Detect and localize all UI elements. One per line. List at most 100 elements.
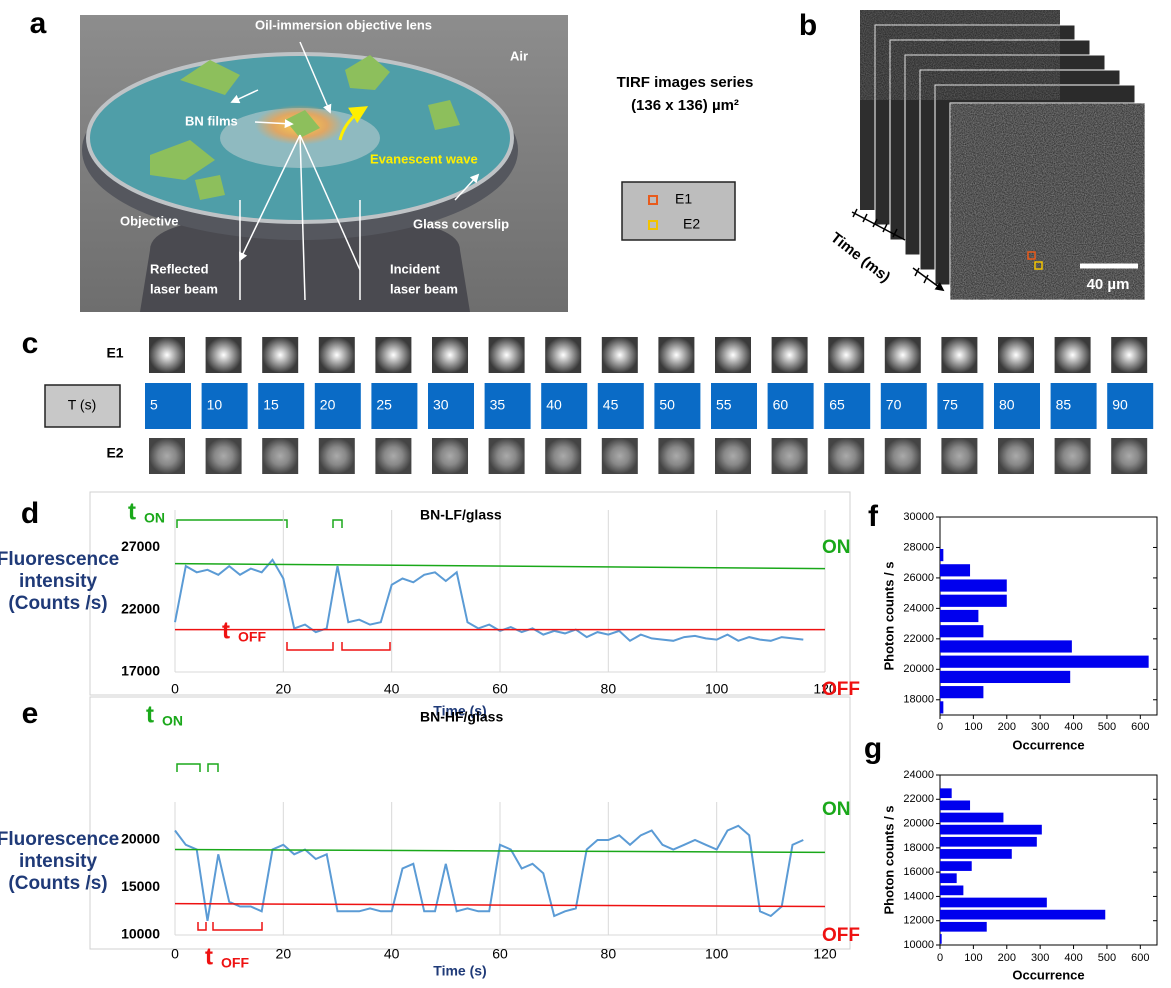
panel-label: a	[30, 7, 47, 40]
annotation: t	[205, 943, 213, 970]
thumbnail	[772, 438, 808, 474]
tirf-title: TIRF images series	[617, 74, 754, 91]
bar	[940, 861, 972, 871]
x-tick-label: 60	[492, 681, 508, 697]
bar	[940, 934, 942, 944]
thumbnail	[828, 337, 864, 373]
y-tick-label: 16000	[903, 866, 934, 878]
time-value: 65	[829, 397, 845, 413]
thumbnail	[1055, 337, 1091, 373]
time-value: 25	[376, 397, 392, 413]
fit-label: ON	[822, 537, 851, 558]
panel-label: b	[799, 9, 817, 42]
time-value: 60	[773, 397, 789, 413]
y-tick-label: 22000	[903, 793, 934, 805]
time-label: T (s)	[68, 397, 97, 413]
bar	[940, 837, 1037, 847]
y-tick-label: 30000	[903, 511, 934, 523]
y-tick-label: 18000	[903, 694, 934, 706]
thumbnail	[489, 337, 525, 373]
bar	[940, 922, 987, 932]
time-value: 10	[207, 397, 223, 413]
thumbnail	[432, 337, 468, 373]
y-tick-label: 20000	[903, 663, 934, 675]
x-tick-label: 300	[1031, 952, 1049, 964]
x-tick-label: 80	[601, 681, 617, 697]
figure: Oil-immersion objective lens Air BN film…	[0, 0, 1171, 988]
thumbnail	[1111, 438, 1147, 474]
thumbnail	[1111, 337, 1147, 373]
fit-label: ON	[822, 799, 851, 820]
x-tick-label: 100	[705, 946, 729, 962]
thumbnail	[885, 438, 921, 474]
bar	[940, 898, 1047, 908]
bar	[940, 671, 1070, 683]
y-axis-title: intensity	[19, 571, 98, 592]
time-value: 40	[546, 397, 562, 413]
lens-label: Oil-immersion objective lens	[255, 17, 432, 32]
thumbnail	[602, 337, 638, 373]
time-value: 75	[942, 397, 958, 413]
y-tick-label: 26000	[903, 572, 934, 584]
y-tick-label: 24000	[903, 602, 934, 614]
annotation-sub: OFF	[238, 629, 266, 645]
x-tick-label: 200	[998, 952, 1016, 964]
wave-label: Evanescent wave	[370, 151, 478, 166]
y-axis-title: Fluorescence	[0, 549, 119, 570]
chart-title: BN-LF/glass	[420, 507, 502, 523]
thumbnail	[658, 438, 694, 474]
chart-frame	[90, 697, 850, 949]
thumbnail	[828, 438, 864, 474]
y-axis-title: Fluorescence	[0, 829, 119, 850]
thumbnail	[715, 337, 751, 373]
y-tick-label: 18000	[903, 842, 934, 854]
thumbnail	[319, 438, 355, 474]
thumbnail	[545, 438, 581, 474]
x-tick-label: 0	[171, 681, 179, 697]
thumbnail	[489, 438, 525, 474]
y-tick-label: 10000	[121, 926, 160, 942]
bar	[940, 813, 1003, 823]
x-tick-label: 100	[964, 952, 982, 964]
x-tick-label: 100	[964, 721, 982, 733]
annotation: t	[128, 498, 136, 525]
time-value: 85	[1056, 397, 1072, 413]
x-tick-label: 80	[601, 946, 617, 962]
x-tick-label: 20	[276, 681, 292, 697]
bar	[940, 610, 978, 622]
time-value: 70	[886, 397, 902, 413]
x-tick-label: 120	[813, 946, 837, 962]
x-tick-label: 500	[1098, 721, 1116, 733]
thumbnail	[941, 438, 977, 474]
thumbnail	[262, 438, 298, 474]
y-axis-title: (Counts /s)	[8, 593, 107, 614]
x-tick-label: 40	[384, 681, 400, 697]
films-label: BN films	[185, 113, 238, 128]
y-tick-label: 28000	[903, 541, 934, 553]
bar	[940, 549, 943, 561]
thumbnail	[319, 337, 355, 373]
thumbnail	[658, 337, 694, 373]
bar	[940, 873, 957, 883]
y-tick-label: 17000	[121, 663, 160, 679]
bar	[940, 686, 983, 698]
data-line	[175, 560, 803, 641]
x-tick-label: 0	[171, 946, 179, 962]
thumbnail	[545, 337, 581, 373]
bar	[940, 625, 983, 637]
y-tick-label: 15000	[121, 878, 160, 894]
reflected-label: laser beam	[150, 281, 218, 296]
time-value: 90	[1112, 397, 1128, 413]
y-tick-label: 20000	[121, 831, 160, 847]
thumbnail	[206, 337, 242, 373]
legend-label: E1	[675, 191, 692, 207]
y-tick-label: 20000	[903, 817, 934, 829]
bar	[940, 788, 952, 798]
y-tick-label: 22000	[121, 600, 160, 616]
annotation: t	[222, 617, 230, 644]
thumbnail	[602, 438, 638, 474]
time-value: 30	[433, 397, 449, 413]
x-tick-label: 100	[705, 681, 729, 697]
annotation-sub: ON	[162, 713, 183, 729]
bar	[940, 579, 1007, 591]
